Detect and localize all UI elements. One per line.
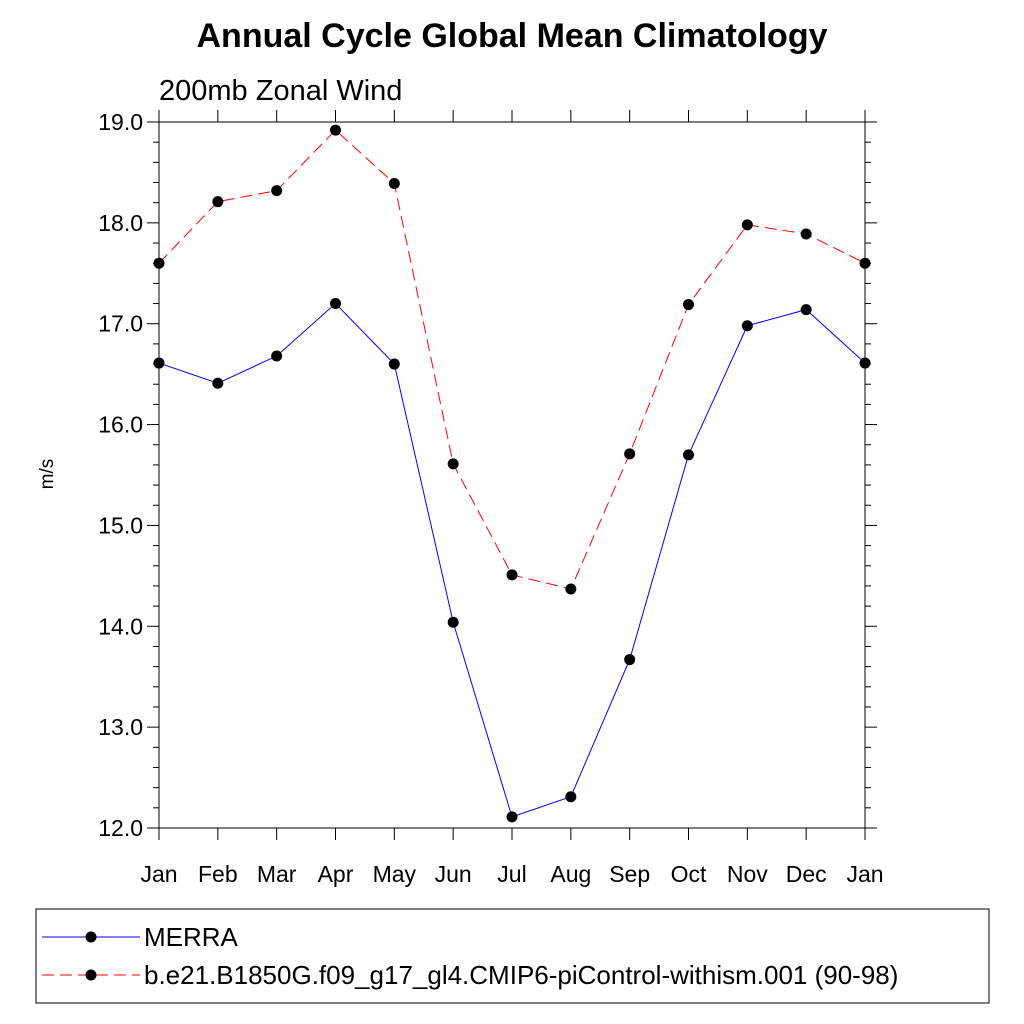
series-1-point bbox=[330, 298, 341, 310]
series-line-2 bbox=[158, 129, 866, 590]
series-1-point bbox=[271, 350, 283, 362]
x-tick-label: Apr bbox=[318, 861, 354, 887]
series-2-point bbox=[153, 257, 165, 269]
series-1-point bbox=[506, 811, 518, 823]
y-tick-label: 14.0 bbox=[98, 613, 143, 639]
series-1-point bbox=[447, 616, 459, 628]
series-line-1 bbox=[158, 302, 866, 818]
legend: MERRA b.e21.B1850G.f09_g17_gl4.CMIP6-piCo… bbox=[35, 908, 990, 1004]
series-2-point bbox=[330, 124, 341, 136]
series-2-point bbox=[447, 458, 459, 470]
legend-marker-2 bbox=[85, 969, 97, 981]
legend-label-1: MERRA bbox=[144, 922, 239, 952]
series-2-point bbox=[506, 569, 518, 581]
x-tick-label: Jan bbox=[846, 861, 883, 887]
x-tick-label: Jul bbox=[497, 861, 526, 887]
series-2-point bbox=[859, 257, 871, 269]
y-axis-label: m/s bbox=[37, 459, 58, 490]
series-2-point bbox=[741, 219, 753, 231]
series-2-point bbox=[565, 583, 577, 595]
x-tick-label: Feb bbox=[198, 861, 238, 887]
x-tick-label: Nov bbox=[727, 861, 768, 887]
series-2-point bbox=[388, 178, 400, 190]
plot-frame bbox=[158, 121, 866, 829]
series-2-point bbox=[800, 228, 812, 240]
y-tick-label: 12.0 bbox=[98, 815, 143, 841]
x-tick-label: Oct bbox=[671, 861, 707, 887]
series-2-point bbox=[624, 448, 636, 460]
series-1-point bbox=[741, 320, 753, 332]
axis-ticks bbox=[147, 110, 877, 840]
series-1-point bbox=[800, 304, 812, 316]
legend-entries: MERRA b.e21.B1850G.f09_g17_gl4.CMIP6-piCo… bbox=[42, 922, 898, 990]
y-tick-labels: 12.0 13.0 14.0 15.0 16.0 17.0 18.0 19.0 bbox=[98, 109, 143, 841]
y-tick-label: 15.0 bbox=[98, 512, 143, 538]
x-tick-label: May bbox=[373, 861, 417, 887]
y-tick-label: 17.0 bbox=[98, 311, 143, 337]
x-tick-label: Jan bbox=[140, 861, 177, 887]
x-tick-label: Aug bbox=[550, 861, 591, 887]
series-1-point bbox=[683, 449, 694, 461]
series-1-point bbox=[859, 357, 871, 369]
x-tick-labels: Jan Feb Mar Apr May Jun Jul Aug Sep Oct Nov Dec Jan bbox=[140, 861, 883, 887]
legend-marker-1 bbox=[85, 931, 97, 943]
series-1-point bbox=[212, 377, 224, 389]
x-tick-label: Jun bbox=[435, 861, 472, 887]
series-1-point bbox=[153, 357, 165, 369]
series-1-point bbox=[565, 791, 577, 803]
chart-subtitle: 200mb Zonal Wind bbox=[159, 75, 402, 107]
x-tick-label: Mar bbox=[257, 861, 297, 887]
series-2-point bbox=[271, 185, 283, 197]
y-tick-label: 16.0 bbox=[98, 412, 143, 438]
chart-title: Annual Cycle Global Mean Climatology bbox=[197, 17, 828, 55]
x-tick-label: Sep bbox=[609, 861, 650, 887]
series-1-point bbox=[624, 654, 636, 666]
x-tick-label: Dec bbox=[786, 861, 827, 887]
series-2-point bbox=[683, 299, 694, 311]
legend-label-2: b.e21.B1850G.f09_g17_gl4.CMIP6-piControl… bbox=[144, 960, 898, 990]
series-1-point bbox=[388, 358, 400, 370]
y-tick-label: 19.0 bbox=[98, 109, 143, 135]
y-tick-label: 18.0 bbox=[98, 210, 143, 236]
series-2-point bbox=[212, 196, 224, 208]
y-tick-label: 13.0 bbox=[98, 714, 143, 740]
legend-box bbox=[35, 908, 990, 1004]
series-layer bbox=[153, 124, 871, 823]
